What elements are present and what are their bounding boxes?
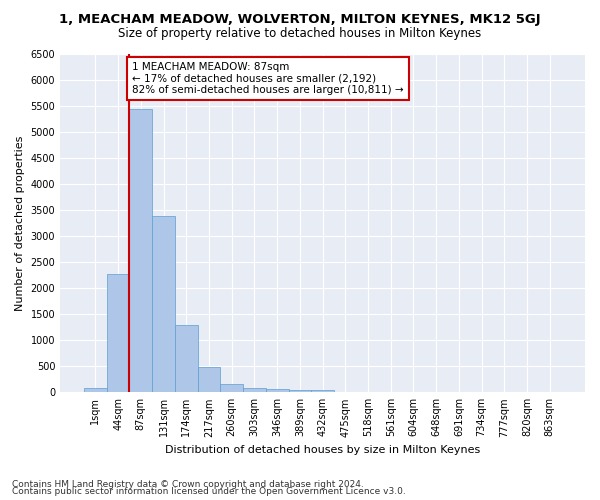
- Bar: [175, 325, 197, 392]
- Bar: [243, 388, 266, 392]
- Bar: [107, 274, 130, 392]
- Text: 1, MEACHAM MEADOW, WOLVERTON, MILTON KEYNES, MK12 5GJ: 1, MEACHAM MEADOW, WOLVERTON, MILTON KEY…: [59, 12, 541, 26]
- Bar: [220, 384, 243, 392]
- Bar: [130, 108, 152, 393]
- Y-axis label: Number of detached properties: Number of detached properties: [15, 136, 25, 311]
- Bar: [152, 216, 175, 392]
- Bar: [311, 390, 334, 392]
- Text: Contains public sector information licensed under the Open Government Licence v3: Contains public sector information licen…: [12, 487, 406, 496]
- Text: 1 MEACHAM MEADOW: 87sqm
← 17% of detached houses are smaller (2,192)
82% of semi: 1 MEACHAM MEADOW: 87sqm ← 17% of detache…: [132, 62, 403, 95]
- Bar: [266, 389, 289, 392]
- Bar: [84, 388, 107, 392]
- X-axis label: Distribution of detached houses by size in Milton Keynes: Distribution of detached houses by size …: [165, 445, 480, 455]
- Text: Size of property relative to detached houses in Milton Keynes: Size of property relative to detached ho…: [118, 28, 482, 40]
- Bar: [197, 368, 220, 392]
- Bar: [289, 390, 311, 392]
- Text: Contains HM Land Registry data © Crown copyright and database right 2024.: Contains HM Land Registry data © Crown c…: [12, 480, 364, 489]
